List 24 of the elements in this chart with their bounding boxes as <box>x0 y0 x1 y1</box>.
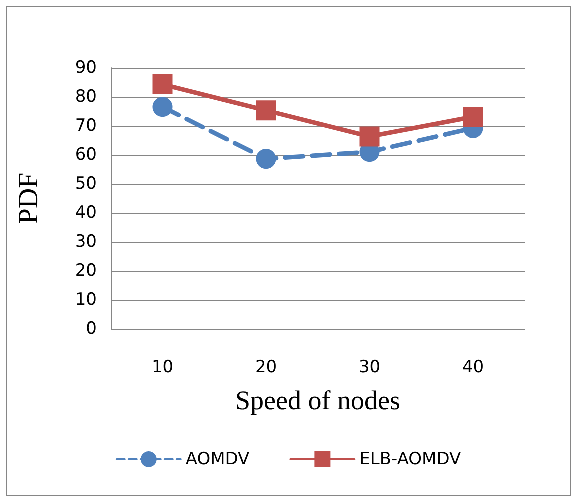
point <box>256 149 276 170</box>
x-axis-title: Speed of nodes <box>236 386 400 416</box>
x-tick-label: 20 <box>255 358 278 378</box>
y-tick-label: 90 <box>75 58 97 78</box>
y-tick-label: 20 <box>75 261 97 281</box>
x-tick-label: 10 <box>152 358 174 378</box>
x-tick-label: 30 <box>358 358 381 378</box>
y-tick-label: 80 <box>75 87 97 107</box>
point <box>152 74 173 95</box>
y-tick-label: 10 <box>75 290 97 310</box>
point <box>152 97 173 118</box>
y-tick-label: 0 <box>86 319 97 339</box>
legend-label: ELB-AOMDV <box>360 450 462 470</box>
y-tick-label: 60 <box>75 145 97 165</box>
y-tick-label: 40 <box>75 203 97 223</box>
y-axis-title: PDF <box>14 172 44 224</box>
y-tick-label: 30 <box>75 232 97 252</box>
point <box>256 100 276 121</box>
point <box>463 107 484 128</box>
y-tick-label: 70 <box>75 116 97 136</box>
point <box>360 126 380 147</box>
legend-label: AOMDV <box>186 450 250 470</box>
x-tick-label: 40 <box>462 358 484 378</box>
y-tick-label: 50 <box>75 174 97 194</box>
